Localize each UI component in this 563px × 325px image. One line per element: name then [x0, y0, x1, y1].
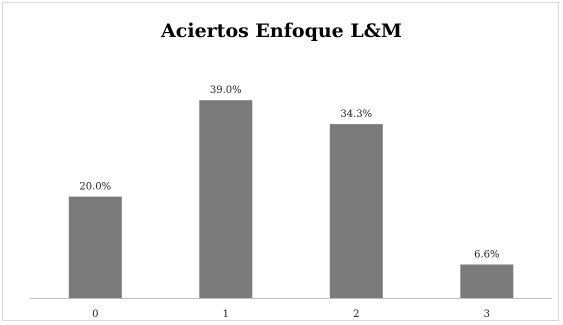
bar-3: [460, 264, 514, 298]
x-tick-label-1: 1: [223, 309, 229, 320]
data-label-1: 39.0%: [210, 85, 242, 96]
data-label-3: 6.6%: [474, 250, 499, 261]
bar-0: [68, 196, 122, 298]
bar-2: [329, 124, 383, 298]
data-label-0: 20.0%: [79, 182, 111, 193]
chart-title: Aciertos Enfoque L&M: [161, 20, 402, 42]
x-tick-label-3: 3: [484, 309, 490, 320]
x-tick-label-2: 2: [353, 309, 359, 320]
bar-1: [199, 100, 253, 298]
x-tick-label-0: 0: [92, 309, 98, 320]
data-label-2: 34.3%: [340, 109, 372, 120]
